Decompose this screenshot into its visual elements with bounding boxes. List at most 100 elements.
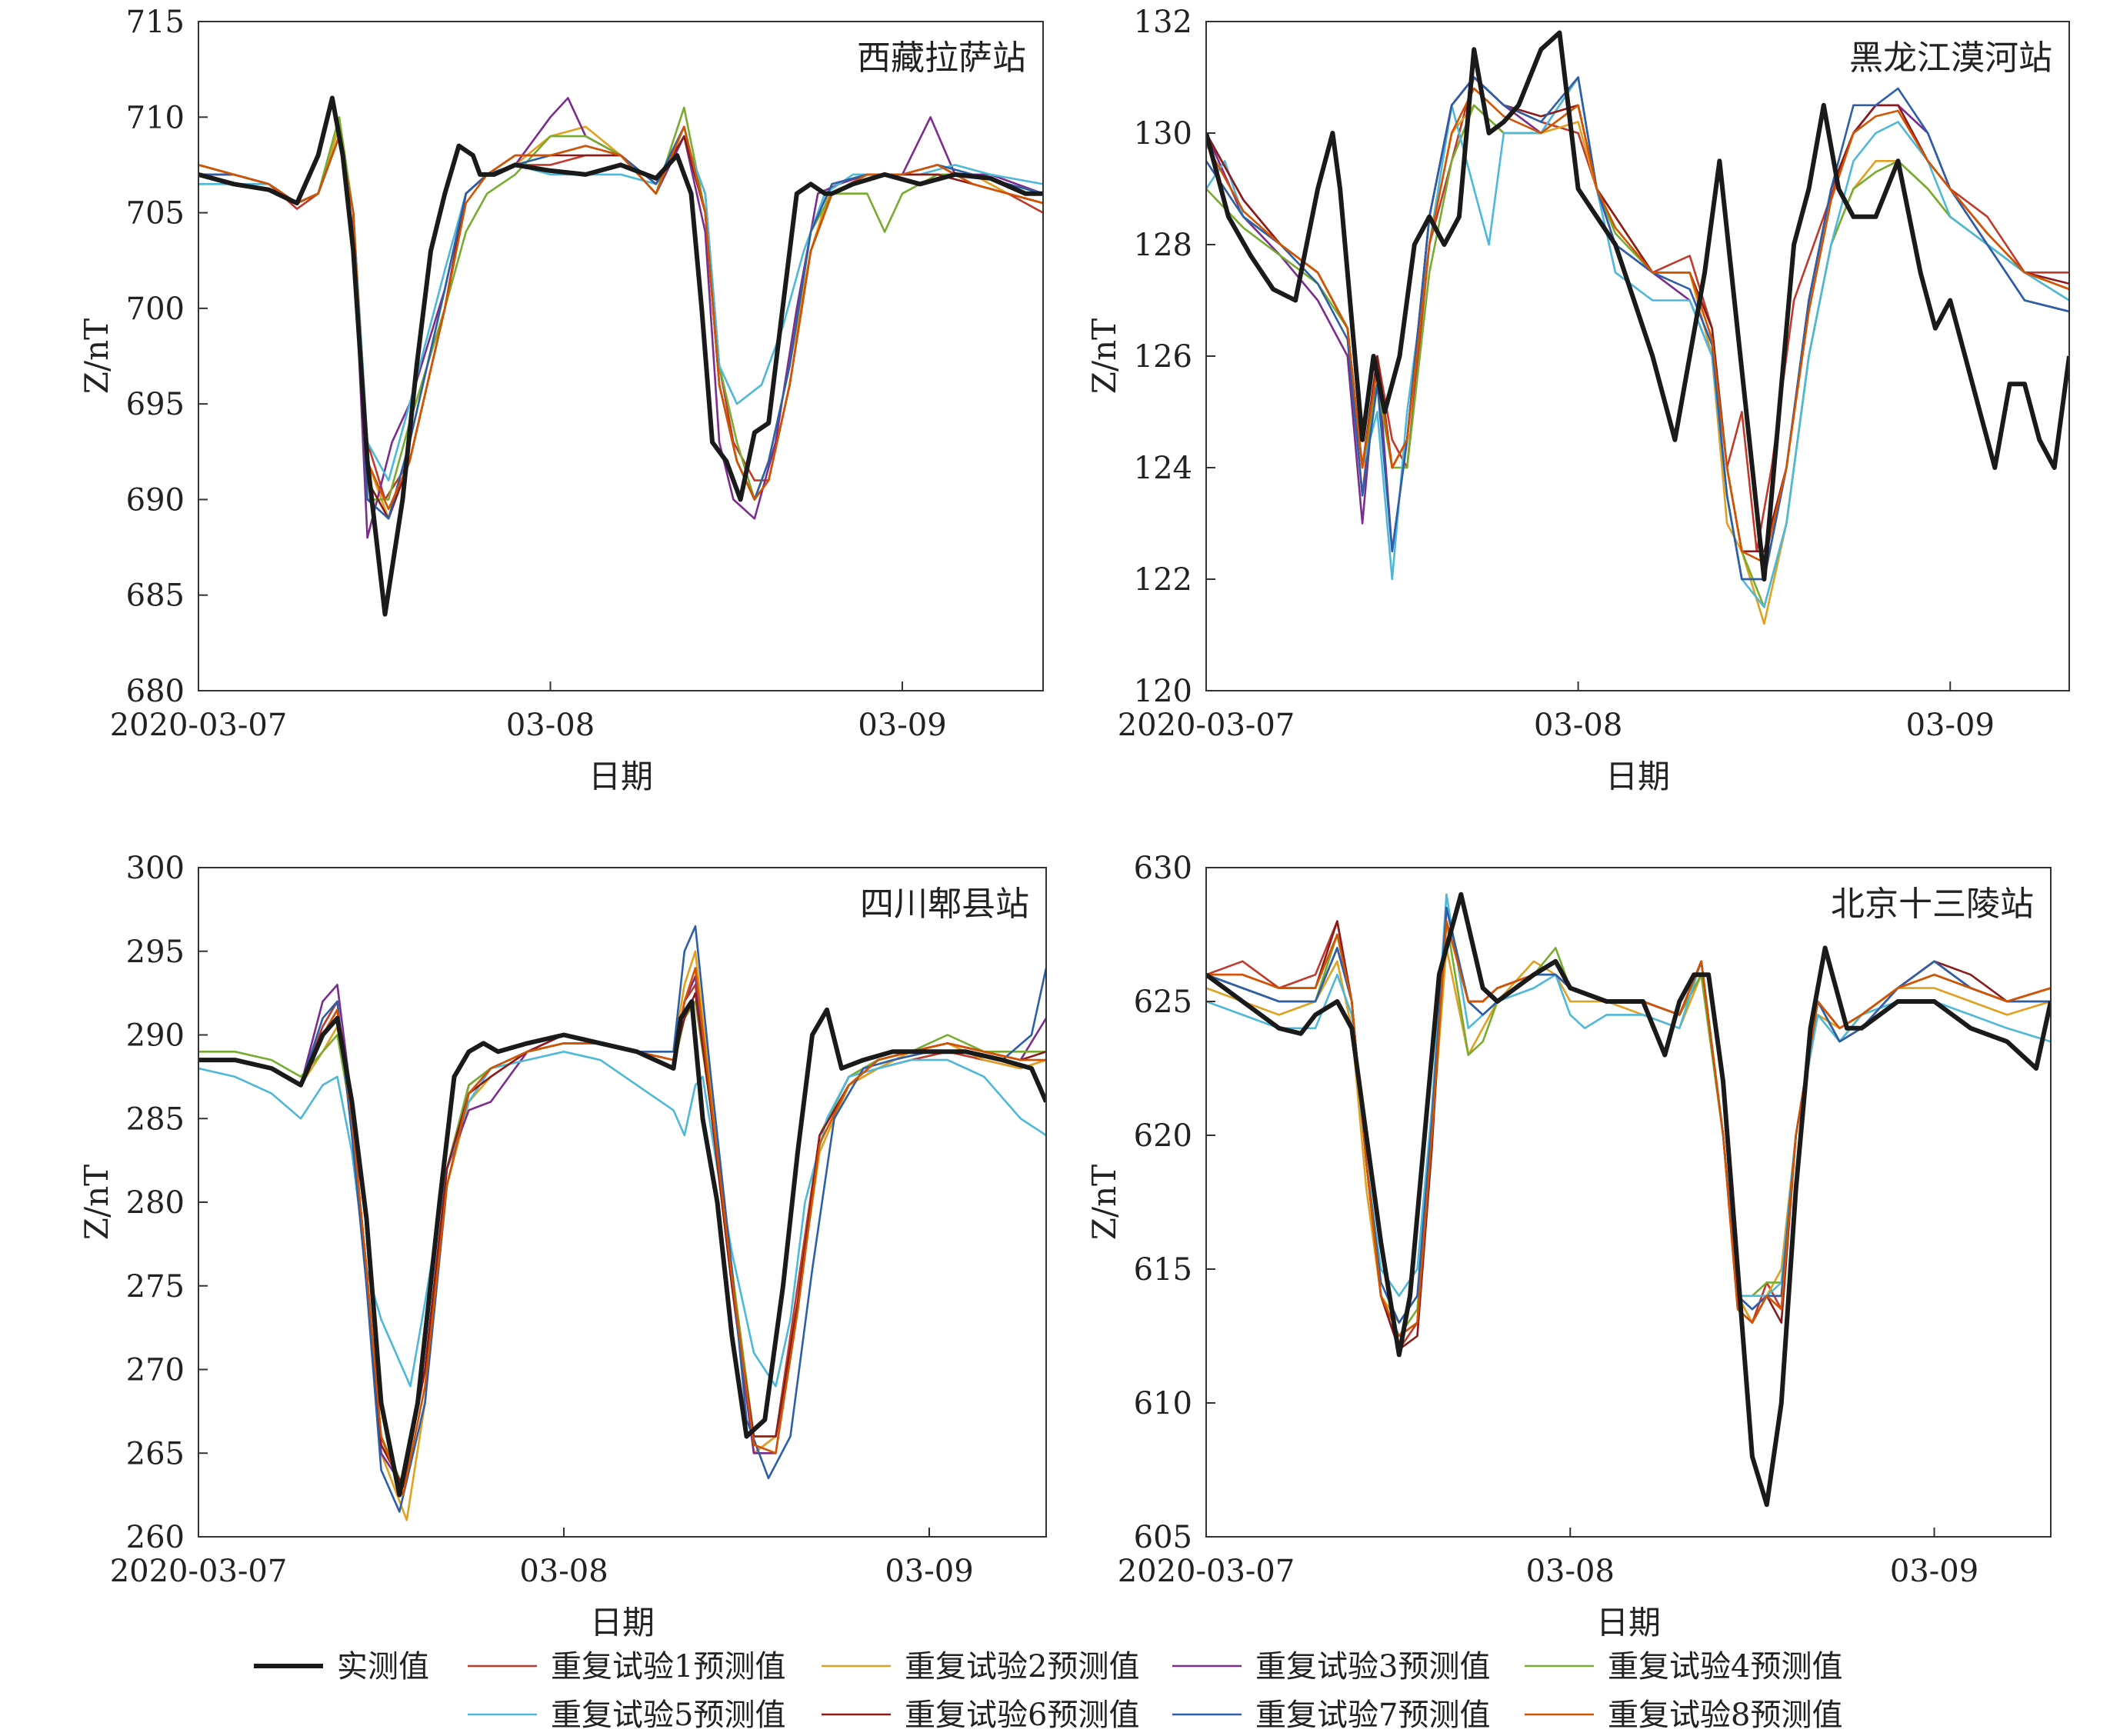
chart-panel-1: 680 685 690 695 700 705 710 715 2020-03-07 03-08 0… [78,5,1044,795]
legend-item: 重复试验5预测值 [468,1698,785,1733]
series-line-trial-7 [1206,76,2069,581]
panel-title: 北京十三陵站 [1831,885,2034,924]
panel-title: 四川郫县站 [860,885,1029,924]
series-line-trial-4 [1206,104,2069,608]
x-axis-label: 日期 [588,758,653,795]
legend-label: 重复试验2预测值 [905,1649,1139,1684]
y-tick-label: 290 [126,1018,185,1054]
plot-frame [1205,867,2052,1538]
legend-label: 实测值 [337,1649,429,1684]
y-axis-label: Z/nT [1085,1165,1123,1240]
x-axis-label: 日期 [1596,1604,1661,1641]
y-tick-label: 130 [1134,116,1192,152]
series-line-trial-6 [198,135,1043,520]
y-tick-label: 260 [126,1520,185,1555]
series-line-trial-5 [1206,893,2051,1298]
y-tick-label: 705 [126,196,185,232]
legend-label: 重复试验1预测值 [551,1649,785,1684]
series-line-observed [198,999,1046,1498]
x-tick-label: 2020-03-07 [1118,1554,1295,1589]
series-line-trial-5 [198,135,1043,481]
x-tick-label: 2020-03-07 [110,1554,288,1589]
series-line-trial-2 [198,950,1046,1521]
series-line-observed [198,95,1043,617]
y-axis-label: Z/nT [1085,318,1123,394]
legend-item: 重复试验6预测值 [822,1698,1139,1733]
y-tick-label: 300 [126,851,185,886]
x-tick-label: 03-09 [1890,1554,1978,1589]
series-line-observed [1206,30,2069,581]
legend-item: 重复试验1预测值 [468,1649,785,1684]
legend: 实测值 重复试验1预测值 重复试验2预测值 重复试验3预测值 重复试验4预测值重复试验5… [254,1649,1842,1733]
series-line-trial-7 [198,925,1046,1513]
y-tick-label: 630 [1134,851,1192,886]
legend-label: 重复试验7预测值 [1255,1698,1490,1733]
x-tick-label: 03-08 [519,1554,608,1589]
y-tick-label: 270 [126,1353,185,1388]
x-axis-label: 日期 [590,1604,655,1641]
series-line-observed [1206,891,2051,1508]
legend-label: 重复试验3预测值 [1255,1649,1490,1684]
legend-item: 重复试验4预测值 [1525,1649,1842,1684]
y-tick-label: 122 [1134,562,1192,598]
x-tick-label: 2020-03-07 [1118,708,1295,743]
legend-item: 实测值 [254,1649,429,1684]
x-tick-label: 03-09 [885,1554,973,1589]
series-line-trial-2 [1206,104,2069,625]
y-tick-label: 695 [126,387,185,422]
legend-label: 重复试验8预测值 [1608,1698,1842,1733]
x-tick-label: 03-09 [858,708,946,743]
legend-item: 重复试验3预测值 [1172,1649,1490,1684]
series-line-trial-8 [1206,87,2069,564]
plot-frame [1205,21,2070,691]
chart-panel-4: 605 610 615 620 625 630 2020-03-07 03-08 03-09 日期… [1085,851,2052,1641]
y-tick-label: 605 [1134,1520,1192,1555]
y-tick-label: 265 [126,1436,185,1471]
y-tick-label: 700 [126,292,185,327]
y-tick-label: 132 [1134,5,1192,40]
y-tick-label: 690 [126,482,185,518]
y-tick-label: 625 [1134,985,1192,1020]
y-tick-label: 680 [126,674,185,709]
series-line-trial-1 [198,135,1043,501]
y-tick-label: 715 [126,5,185,40]
chart-panel-2: 120 122 124 126 128 130 132 2020-03-07 03-08 03-0… [1085,5,2070,795]
legend-item: 重复试验7预测值 [1172,1698,1490,1733]
y-tick-label: 128 [1134,228,1192,263]
x-tick-label: 03-08 [1534,708,1622,743]
legend-item: 重复试验2预测值 [822,1649,1139,1684]
series-line-trial-5 [198,1051,1046,1388]
x-axis-label: 日期 [1605,758,1670,795]
x-tick-label: 2020-03-07 [110,708,288,743]
chart-panel-3: 260 265 270 275 280 285 290 295 300 2020-03-07 03-… [78,851,1047,1641]
legend-label: 重复试验6预测值 [905,1698,1139,1733]
x-tick-label: 03-08 [1526,1554,1615,1589]
legend-item: 重复试验8预测值 [1525,1698,1842,1733]
y-tick-label: 620 [1134,1118,1192,1154]
y-tick-label: 685 [126,578,185,614]
panel-title: 黑龙江漠河站 [1849,38,2052,78]
y-tick-label: 710 [126,100,185,135]
series-line-trial-3 [1206,906,2051,1338]
y-tick-label: 124 [1134,451,1192,486]
plot-frame [198,21,1044,691]
plot-frame [198,867,1047,1538]
y-tick-label: 615 [1134,1252,1192,1288]
legend-label: 重复试验4预测值 [1608,1649,1842,1684]
y-tick-label: 285 [126,1101,185,1137]
y-tick-label: 610 [1134,1386,1192,1421]
y-tick-label: 120 [1134,674,1192,709]
y-tick-label: 280 [126,1185,185,1221]
panel-title: 西藏拉萨站 [857,38,1026,78]
x-tick-label: 03-09 [1906,708,1995,743]
y-tick-label: 126 [1134,339,1192,375]
y-tick-label: 295 [126,935,185,970]
legend-label: 重复试验5预测值 [551,1698,785,1733]
y-tick-label: 275 [126,1269,185,1304]
panels: 680 685 690 695 700 705 710 715 2020-03-07 03-08 0… [78,5,2070,1641]
series-line-trial-6 [198,991,1046,1488]
y-axis-label: Z/nT [78,318,115,394]
series-line-trial-6 [1206,906,2051,1351]
y-axis-label: Z/nT [78,1165,115,1240]
